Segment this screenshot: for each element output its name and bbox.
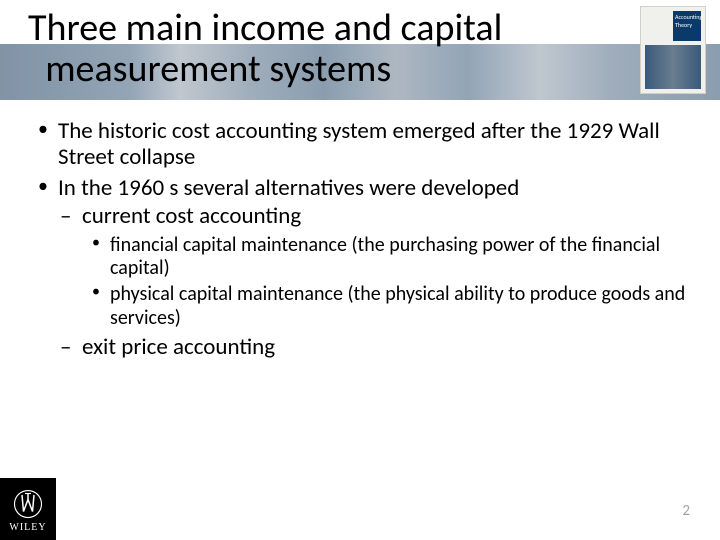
list-item: financial capital maintenance (the purch… [82,234,686,281]
logo-text: WILEY [9,522,46,533]
title-line-2: measurement systems [45,46,391,92]
list-item: In the 1960 s several alternatives were … [34,175,686,361]
list-item: The historic cost accounting system emer… [34,118,686,171]
bullet-text: physical capital maintenance (the physic… [110,282,685,330]
sub-list: current cost accounting financial capita… [58,203,686,360]
bullet-text: In the 1960 s several alternatives were … [58,174,519,202]
title-line-1: Three main income and capital [28,5,502,51]
sub-sub-list: financial capital maintenance (the purch… [82,234,686,330]
bullet-text: The historic cost accounting system emer… [58,117,660,171]
list-item: exit price accounting [58,334,686,360]
bullet-text: exit price accounting [82,333,275,361]
publisher-logo: WILEY [0,478,56,540]
page-number: 2 [682,502,690,520]
bullet-text: financial capital maintenance (the purch… [110,233,660,281]
bullet-text: current cost accounting [82,202,301,230]
wiley-icon [13,489,43,519]
slide-body: The historic cost accounting system emer… [34,118,686,365]
book-title: Accounting Theory [675,13,702,29]
book-cover-thumbnail: Accounting Theory [640,6,706,94]
slide-title: Three main income and capital measuremen… [28,8,502,90]
list-item: current cost accounting financial capita… [58,203,686,330]
list-item: physical capital maintenance (the physic… [82,283,686,330]
bullet-list: The historic cost accounting system emer… [34,118,686,361]
book-spine: Accounting Theory [673,11,701,41]
book-photo [645,45,701,89]
